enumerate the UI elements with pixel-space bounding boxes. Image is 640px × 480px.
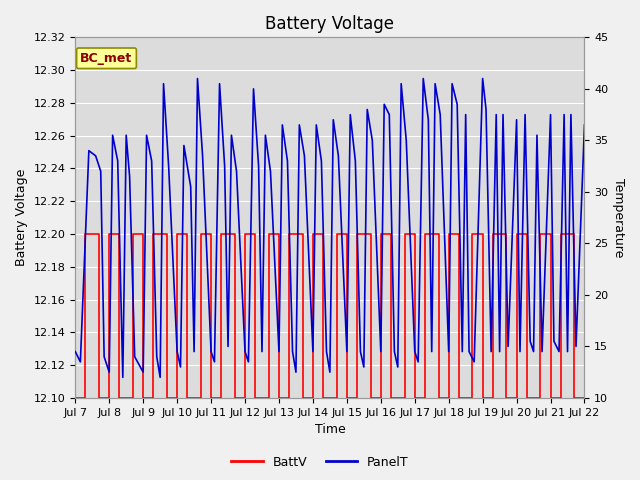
X-axis label: Time: Time (314, 423, 345, 436)
Title: Battery Voltage: Battery Voltage (266, 15, 394, 33)
Y-axis label: Battery Voltage: Battery Voltage (15, 169, 28, 266)
Text: BC_met: BC_met (81, 52, 132, 65)
Y-axis label: Temperature: Temperature (612, 178, 625, 257)
Legend: BattV, PanelT: BattV, PanelT (227, 451, 413, 474)
